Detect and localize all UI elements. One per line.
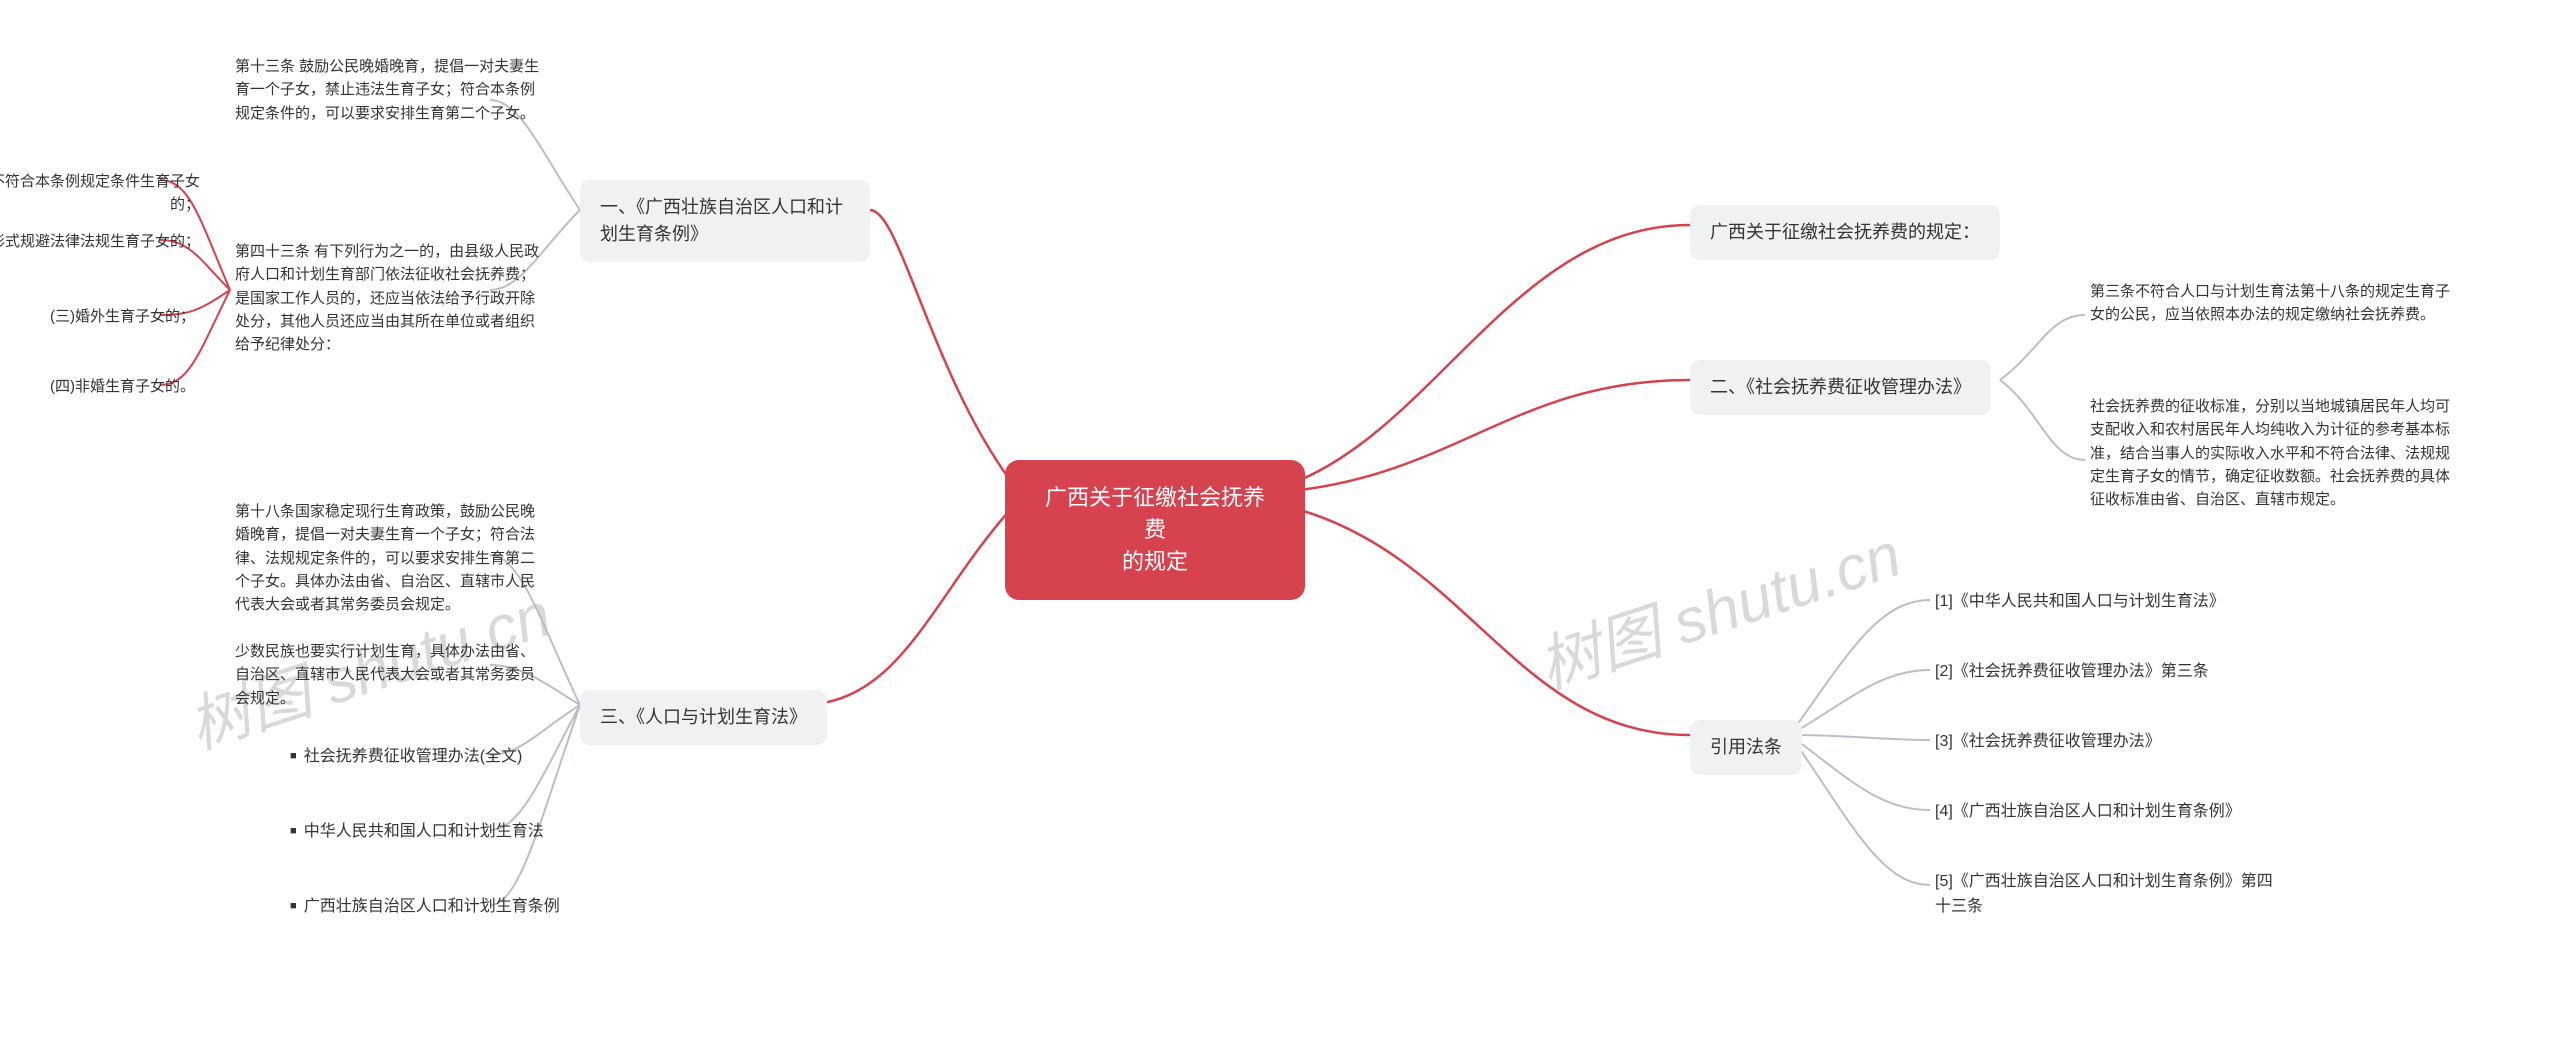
bullet-l2-0: 社会抚养费征收管理办法(全文) — [290, 745, 522, 770]
leaf-r2-0: 第三条不符合人口与计划生育法第十八条的规定生育子女的公民，应当依照本办法的规定缴… — [2090, 280, 2450, 327]
branch-r2: 二、《社会抚养费征收管理办法》 — [1690, 360, 1991, 415]
leaf-r3-3: [4]《广西壮族自治区人口和计划生育条例》 — [1935, 800, 2241, 825]
leaf-r3-4: [5]《广西壮族自治区人口和计划生育条例》第四十三条 — [1935, 870, 2275, 920]
branch-l2: 三、《人口与计划生育法》 — [580, 690, 827, 745]
branch-l1: 一、《广西壮族自治区人口和计划生育条例》 — [580, 180, 870, 262]
subleaf-l1-2: (三)婚外生育子女的； — [0, 305, 195, 328]
subleaf-l1-3: (四)非婚生育子女的。 — [0, 375, 195, 398]
subleaf-l1-0: (一)不符合本条例规定条件生育子女的； — [0, 170, 200, 217]
branch-r3: 引用法条 — [1690, 720, 1802, 775]
bullet-l2-1: 中华人民共和国人口和计划生育法 — [290, 820, 544, 845]
leaf-r3-0: [1]《中华人民共和国人口与计划生育法》 — [1935, 590, 2225, 615]
leaf-l1-0: 第十三条 鼓励公民晚婚晚育，提倡一对夫妻生育一个子女，禁止违法生育子女；符合本条… — [235, 55, 545, 125]
leaf-l2-0: 第十八条国家稳定现行生育政策，鼓励公民晚婚晚育，提倡一对夫妻生育一个子女；符合法… — [235, 500, 545, 616]
leaf-l2-1: 少数民族也要实行计划生育，具体办法由省、自治区、直辖市人民代表大会或者其常务委员… — [235, 640, 545, 710]
branch-r1: 广西关于征缴社会抚养费的规定： — [1690, 205, 2000, 260]
watermark-2: 树图 shutu.cn — [1525, 504, 1910, 706]
center-node: 广西关于征缴社会抚养费 的规定 — [1005, 460, 1305, 600]
leaf-l1-1: 第四十三条 有下列行为之一的，由县级人民政府人口和计划生育部门依法征收社会抚养费… — [235, 240, 545, 356]
bullet-l2-2: 广西壮族自治区人口和计划生育条例 — [290, 895, 560, 920]
leaf-r3-1: [2]《社会抚养费征收管理办法》第三条 — [1935, 660, 2209, 685]
subleaf-l1-1: (二)以收养等形式规避法律法规生育子女的； — [0, 230, 200, 253]
leaf-r2-1: 社会抚养费的征收标准，分别以当地城镇居民年人均可支配收入和农村居民年人均纯收入为… — [2090, 395, 2460, 511]
leaf-r3-2: [3]《社会抚养费征收管理办法》 — [1935, 730, 2161, 755]
center-line1: 广西关于征缴社会抚养费 — [1045, 485, 1265, 542]
center-line2: 的规定 — [1122, 549, 1188, 574]
